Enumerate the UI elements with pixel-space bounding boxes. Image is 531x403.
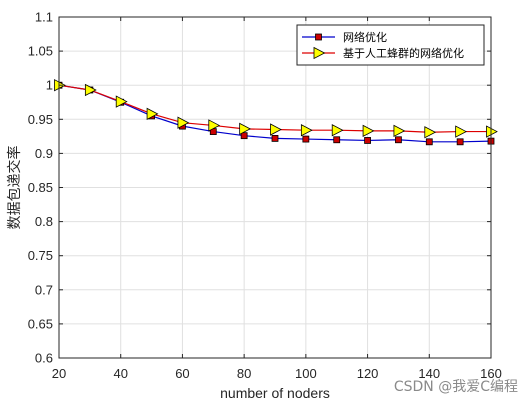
y-tick-label: 0.75 xyxy=(28,248,53,263)
data-point-triangle xyxy=(486,125,498,138)
series-line xyxy=(58,84,491,133)
data-point-triangle xyxy=(362,124,375,138)
y-axis-label: 数据包递交率 xyxy=(6,146,22,230)
data-point-triangle xyxy=(177,116,190,129)
series-2 xyxy=(54,79,498,139)
data-point-square xyxy=(315,33,322,41)
x-tick-label: 160 xyxy=(480,366,502,381)
legend-label: 基于人工蜂群的网络优化 xyxy=(343,46,464,60)
tick-labels: 20 40 60 80 100 120 140 160 0.6 0.65 0.7 0.75 0.8 0.8… xyxy=(28,10,502,382)
data-point-square xyxy=(364,137,371,144)
y-tick-label: 0.65 xyxy=(28,316,53,331)
y-tick-label: 0.9 xyxy=(35,146,53,161)
legend-label: 网络优化 xyxy=(343,30,387,44)
data-point-square xyxy=(333,136,341,144)
series-layer xyxy=(54,79,498,146)
data-point-square xyxy=(302,135,310,143)
data-point-triangle xyxy=(84,83,97,97)
data-point-triangle xyxy=(146,107,159,121)
y-tick-label: 1.05 xyxy=(28,44,53,59)
data-point-square xyxy=(456,138,464,146)
data-point-square xyxy=(271,134,279,142)
x-tick-label: 80 xyxy=(237,366,251,381)
y-tick-label: 0.8 xyxy=(35,214,53,229)
data-point-square xyxy=(240,132,248,140)
data-point-triangle xyxy=(455,125,468,138)
y-tick-label: 0.85 xyxy=(28,180,53,195)
x-tick-label: 40 xyxy=(113,366,127,381)
data-point-triangle xyxy=(393,124,406,138)
y-tick-label: 0.7 xyxy=(35,282,53,297)
grid xyxy=(58,16,492,359)
data-point-triangle xyxy=(270,123,282,136)
x-tick-label: 140 xyxy=(418,366,440,381)
data-point-triangle xyxy=(331,124,344,137)
data-point-square xyxy=(395,136,402,144)
legend-box xyxy=(296,24,485,66)
data-point-triangle xyxy=(424,126,437,139)
data-point-triangle xyxy=(115,95,128,108)
data-point-square xyxy=(425,138,433,146)
data-point-triangle xyxy=(239,122,252,136)
watermark: CSDN @我爱C编程 xyxy=(394,379,518,395)
y-tick-label: 1.1 xyxy=(35,10,53,25)
x-tick-label: 20 xyxy=(52,366,66,381)
data-point-triangle xyxy=(313,46,326,60)
data-point-triangle xyxy=(300,124,313,137)
x-tick-label: 100 xyxy=(295,366,317,381)
x-axis-label: number of noders xyxy=(220,385,330,401)
y-tick-label: 0.95 xyxy=(28,112,53,127)
data-point-triangle xyxy=(208,119,221,132)
x-tick-label: 60 xyxy=(175,366,189,381)
y-tick-label: 1 xyxy=(46,78,53,93)
y-tick-label: 0.6 xyxy=(35,351,53,366)
x-tick-label: 120 xyxy=(357,366,379,381)
